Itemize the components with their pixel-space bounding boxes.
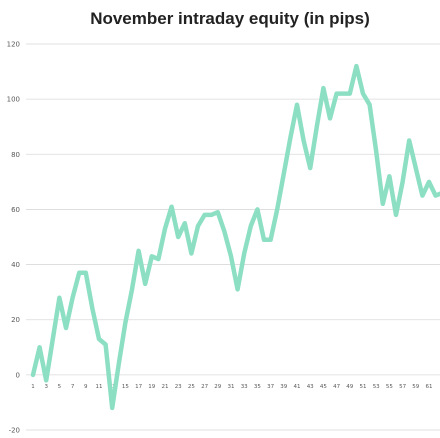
x-tick-label: 37	[267, 384, 274, 390]
y-tick-label: 100	[7, 96, 20, 104]
y-tick-label: 0	[16, 371, 20, 379]
x-tick-label: 17	[135, 384, 142, 390]
x-tick-label: 15	[122, 384, 129, 390]
x-tick-label: 29	[214, 384, 221, 390]
x-tick-label: 51	[360, 384, 367, 390]
x-tick-label: 11	[96, 384, 103, 390]
series-layer	[30, 63, 440, 411]
x-tick-label: 27	[201, 384, 208, 390]
x-tick-label: 1	[31, 384, 35, 390]
x-tick-label: 45	[320, 384, 327, 390]
x-tick-label: 9	[84, 384, 88, 390]
x-tick-label: 39	[280, 384, 287, 390]
y-axis-tick-labels: -20 0 20 40 60 80 100 120	[7, 41, 20, 435]
series-line-0	[30, 63, 440, 411]
x-tick-label: 23	[175, 384, 182, 390]
chart-title: November intraday equity (in pips)	[90, 9, 370, 28]
x-tick-label: 59	[412, 384, 419, 390]
x-tick-label: 35	[254, 384, 261, 390]
y-tick-label: 60	[11, 206, 20, 214]
x-tick-label: 5	[58, 384, 62, 390]
x-axis-tick-labels: 1 3 5 7 9 11 13 15 17 19 21 23 25 27 29 31 33 35 37 39 41 43 4…	[31, 384, 433, 390]
x-tick-label: 25	[188, 384, 195, 390]
x-tick-label: 3	[44, 384, 48, 390]
x-tick-label: 43	[307, 384, 314, 390]
x-tick-label: 55	[386, 384, 393, 390]
x-tick-label: 21	[162, 384, 169, 390]
x-tick-label: 19	[148, 384, 155, 390]
gridlines	[26, 43, 440, 431]
y-tick-label: 40	[11, 261, 20, 269]
x-tick-label: 41	[294, 384, 301, 390]
x-tick-label: 53	[373, 384, 380, 390]
x-tick-label: 31	[228, 384, 235, 390]
y-tick-label: 20	[11, 316, 20, 324]
x-tick-label: 57	[399, 384, 406, 390]
x-tick-label: 33	[241, 384, 248, 390]
x-tick-label: 49	[346, 384, 353, 390]
x-tick-label: 7	[71, 384, 75, 390]
x-tick-label: 47	[333, 384, 340, 390]
y-tick-label: 120	[7, 41, 20, 49]
x-tick-label: 13	[109, 384, 116, 390]
y-tick-label: 80	[11, 151, 20, 159]
x-tick-label: 61	[426, 384, 433, 390]
y-tick-label: -20	[9, 427, 20, 435]
